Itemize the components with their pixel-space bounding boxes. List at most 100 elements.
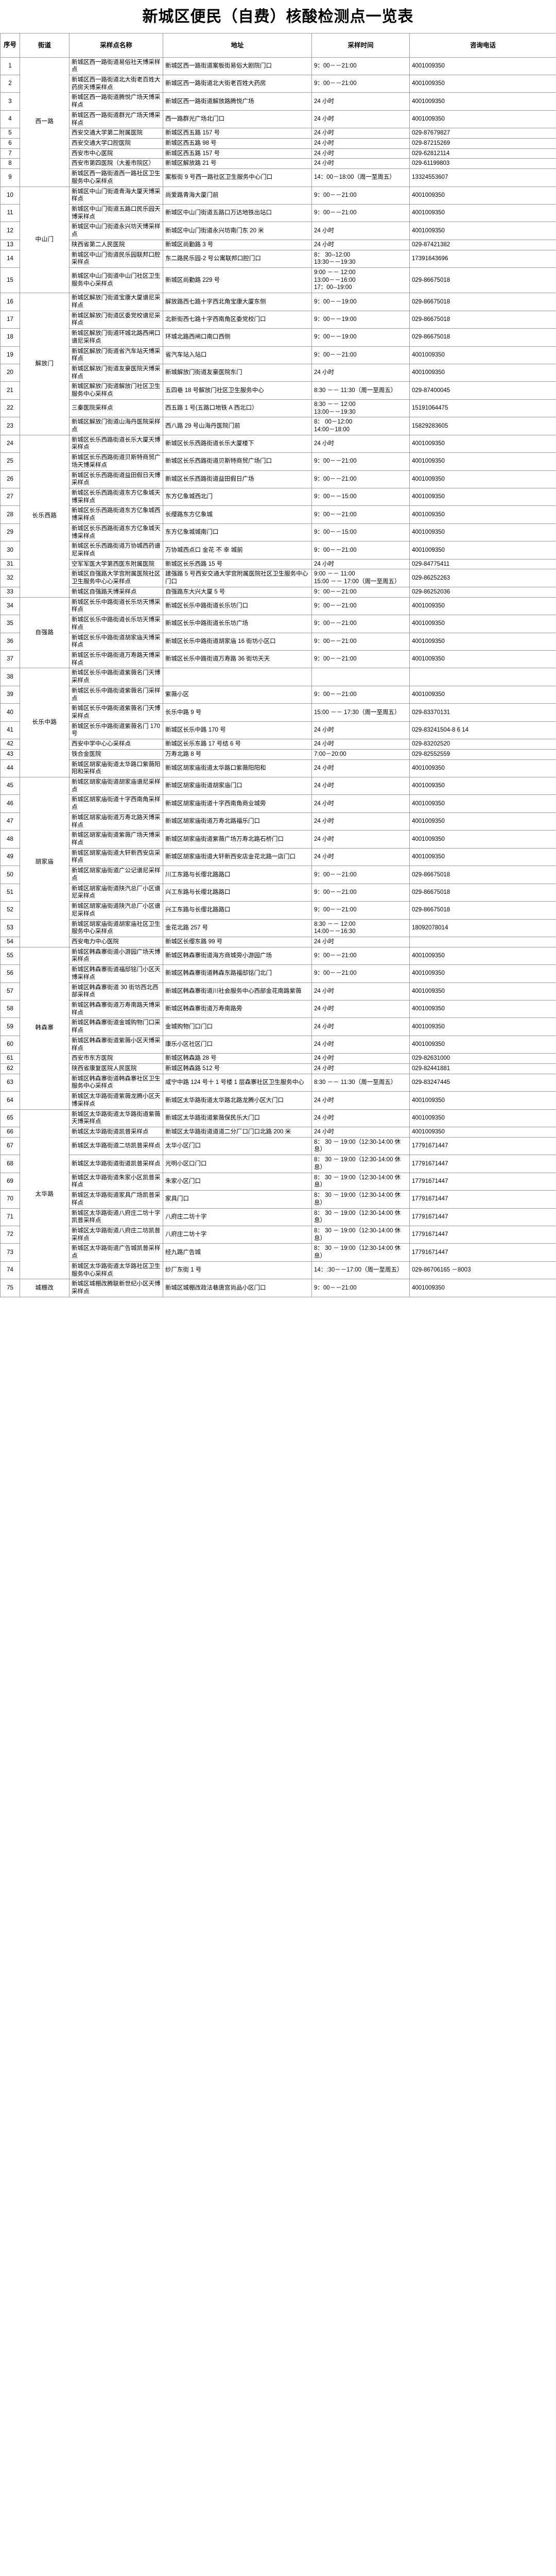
table-row: 60 新城区韩森寨街道紫薇小区天博采样点 康乐小区社区门口 24 小时 40010093… [0, 1035, 556, 1054]
cell-site-name: 新城区胡家庙街道胡家庙谱尼采样点 [69, 776, 163, 795]
cell-sampling-time: 8:30 －－ 12:00 13:00－－19:30 [311, 399, 410, 418]
cell-sampling-time [311, 668, 410, 686]
cell-site-name: 西安市中心医院 [69, 148, 163, 159]
table-row: 55 韩森寨 新城区韩森寨街道小游园广场天博采样点 新城区韩森寨街道海方商城旁小游园广… [0, 946, 556, 1110]
cell-address: 新城区长乐中路街道长乐坊门口 [163, 597, 312, 616]
table-row: 20 新城区解放门街道友豪医院天博采样点 新城解放门街道友豪医院东门 24 小时 400… [0, 363, 556, 382]
cell-site-name: 新城区长乐西路街道东方亿象城西博采样点 [69, 505, 163, 524]
cell-phone: 4001009350 [409, 812, 556, 831]
cell-sampling-time: 9：00－－21:00 [311, 597, 410, 616]
cell-site-name: 新城区中山门街道中山门社区卫生服务中心采样点 [69, 267, 163, 294]
table-row: 63 新城区韩森寨街道韩森寨社区卫生服务中心采样点 咸宁中路 124 号十 1 号楼… [0, 1073, 556, 1092]
cell-serial-number: 2 [0, 74, 20, 93]
cell-address: 长乐中路 9 号 [163, 703, 312, 722]
cell-site-name: 西安市东方医院 [69, 1053, 163, 1064]
cell-serial-number: 42 [0, 739, 20, 750]
cell-site-name: 新城区长乐中路街道长乐坊天博采样点 [69, 615, 163, 633]
cell-phone: 029-86252263 [409, 569, 556, 587]
cell-sampling-time: 8： 00－12:00 14:00－18:00 [311, 417, 410, 435]
cell-site-name: 新城区韩森寨街道金城购物门口采样点 [69, 1018, 163, 1036]
cell-address: 康乐小区社区门口 [163, 1035, 312, 1054]
cell-phone: 17791671447 [409, 1243, 556, 1262]
cell-phone: 4001009350 [409, 363, 556, 382]
table-row: 23 新城区解放门街道山海丹医院采样点 西八路 29 号山海丹医院门前 8： 00－1… [0, 417, 556, 435]
cell-sampling-time: 9:00 －－ 12:00 13:00－－16:00 17：00--19:00 [311, 267, 410, 294]
cell-sampling-time: 9：00－－19:00 [311, 328, 410, 347]
cell-address: 新城区长乐中路街道胡家庙 16 街坊小区口 [163, 632, 312, 651]
cell-address: 朱家小区门口 [163, 1172, 312, 1191]
cell-serial-number: 15 [0, 267, 20, 294]
table-row: 13 陕西省第二人民医院 新城区尚勤路 3 号 24 小时 029-87421382 [0, 239, 556, 250]
table-row: 71 新城区太华路街道八府庄二坊十字凯普采样点 八府庄二坊十字 8： 30 － 19:… [0, 1208, 556, 1226]
cell-address: 经九路广告城 [163, 1243, 312, 1262]
cell-phone: 029-83241504-8 6 14 [409, 721, 556, 740]
table-row: 75 城棚改 新城区城棚改腾联新世纪小区天博采样点 新城区城棚改政法巷唐宫尚品小区门口… [0, 1279, 556, 1297]
table-row: 31 空军军医大学第西医东附属医院 新城区长乐西路 15 号 24 小时 029-847… [0, 558, 556, 570]
table-row: 3 新城区西一路街道腾悦广场天博采样点 新城区西一路街道解放路腾悦广场 24 小时 40… [0, 92, 556, 111]
cell-address: 新城区城棚改政法巷唐宫尚品小区门口 [163, 1279, 312, 1297]
cell-site-name: 新城区自强路天博采样点 [69, 586, 163, 598]
cell-serial-number: 63 [0, 1073, 20, 1092]
cell-serial-number: 50 [0, 866, 20, 884]
table-row: 40 新城区长乐中路街道紫薇名门天博采样点 长乐中路 9 号 15:00 －－ 17:… [0, 703, 556, 722]
cell-sampling-time: 24 小时 [311, 1091, 410, 1110]
cell-phone: 4001009350 [409, 110, 556, 129]
cell-address: 东方亿象城西北门 [163, 487, 312, 506]
cell-site-name: 新城区韩森寨街道小游园广场天博采样点 [69, 946, 163, 965]
cell-address: 新城区韩森寨街道万寿南路旁 [163, 999, 312, 1019]
cell-site-name: 新城区解放门街道山海丹医院采样点 [69, 417, 163, 435]
cell-site-name: 新城区胡家庙街道紫薇广场天博采样点 [69, 830, 163, 849]
cell-site-name: 新城区韩森寨街道紫薇小区天博采样点 [69, 1035, 163, 1054]
cell-street: 西一路 [20, 57, 70, 187]
cell-phone: 029-87215269 [409, 138, 556, 149]
cell-sampling-time: 24 小时 [311, 759, 410, 778]
cell-phone: 15191064475 [409, 399, 556, 418]
cell-serial-number: 23 [0, 417, 20, 435]
cell-address: 新城区中山门街道五路口万达地铁出站口 [163, 204, 312, 223]
cell-site-name: 新城区胡家庙街道太华路口紫薇阳阳和采样点 [69, 759, 163, 778]
table-row: 58 新城区韩森寨街道万寿南路天博采样点 新城区韩森寨街道万寿南路旁 24 小时 400… [0, 999, 556, 1019]
cell-serial-number: 16 [0, 293, 20, 311]
cell-street: 长乐中路 [20, 668, 70, 777]
cell-phone: 4001009350 [409, 222, 556, 240]
table-row: 35 新城区长乐中路街道长乐坊天博采样点 新城区长乐中路街道长乐坊广场 9：00－－2… [0, 615, 556, 633]
cell-site-name: 新城区长乐中路街道紫薇名门采样点 [69, 685, 163, 704]
cell-phone: 4001009350 [409, 57, 556, 75]
cell-address: 新城区长乐西路街道长乐大厦楼下 [163, 434, 312, 453]
cell-serial-number: 14 [0, 249, 20, 268]
cell-site-name: 新城区太华路街道朱家小区凯普采样点 [69, 1172, 163, 1191]
cell-address: 新城区胡家庙街道太华路口紫薇阳阳和 [163, 759, 312, 778]
cell-serial-number: 58 [0, 999, 20, 1019]
cell-serial-number: 7 [0, 148, 20, 159]
table-row: 39 新城区长乐中路街道紫薇名门采样点 紫薇小区 9：00－－21:00 4001009… [0, 685, 556, 704]
table-body: 1 西一路 新城区西一路街道易俗社天博采样点 新城区西一路街道案板街易俗大剧院门口 9：… [0, 57, 556, 1297]
cell-address: 新城区西一路街道北大街老百姓大药房 [163, 74, 312, 93]
cell-phone: 4001009350 [409, 186, 556, 205]
cell-phone: 4001009350 [409, 523, 556, 542]
cell-sampling-time: 24 小时 [311, 148, 410, 159]
cell-serial-number: 60 [0, 1035, 20, 1054]
cell-sampling-time: 8:30 －－ 11:30（周一至周五） [311, 1073, 410, 1092]
cell-phone: 4001009350 [409, 848, 556, 867]
cell-address: 案板街 9 号西一路社区卫生服务中心门口 [163, 168, 312, 187]
cell-address: 金城购物门口门口 [163, 1018, 312, 1036]
table-row: 48 新城区胡家庙街道紫薇广场天博采样点 新城区胡家庙街道紫薇广场万寿北路石桥门口 2… [0, 830, 556, 849]
cell-site-name: 新城区太华路街道广告城凯普采样点 [69, 1243, 163, 1262]
cell-serial-number: 8 [0, 158, 20, 170]
cell-site-name: 新城区西一路街道易俗社天博采样点 [69, 57, 163, 75]
table-row: 9 新城区西一路街道西一路社区卫生服务中心采样点 案板街 9 号西一路社区卫生服务中… [0, 168, 556, 187]
cell-sampling-time: 24 小时 [311, 936, 410, 947]
cell-address: 东方亿象城城南门口 [163, 523, 312, 542]
cell-address: 纱厂东街 1 号 [163, 1261, 312, 1280]
cell-serial-number: 29 [0, 523, 20, 542]
cell-sampling-time: 8： 30 － 19:00（12:30-14:00 休息） [311, 1155, 410, 1173]
cell-sampling-time: 24 小时 [311, 1127, 410, 1138]
cell-address: 东二路民乐园-2 号公寓联邦口腔门口 [163, 249, 312, 268]
cell-site-name: 西安交通大学口腔医院 [69, 138, 163, 149]
cell-serial-number: 67 [0, 1137, 20, 1156]
cell-site-name: 新城区长乐西路街道益田假日天博采样点 [69, 470, 163, 489]
cell-site-name: 新城区太华路街道街道凯普采样点 [69, 1155, 163, 1173]
cell-address: 新城区长乐西路街道贝斯特商贸广场门口 [163, 452, 312, 471]
cell-sampling-time: 9：00－－21:00 [311, 946, 410, 965]
table-row: 16 解放门 新城区解放门街道宝康大厦谱尼采样点 解放路西七路十字西北角宝康大厦东侧 9… [0, 293, 556, 435]
